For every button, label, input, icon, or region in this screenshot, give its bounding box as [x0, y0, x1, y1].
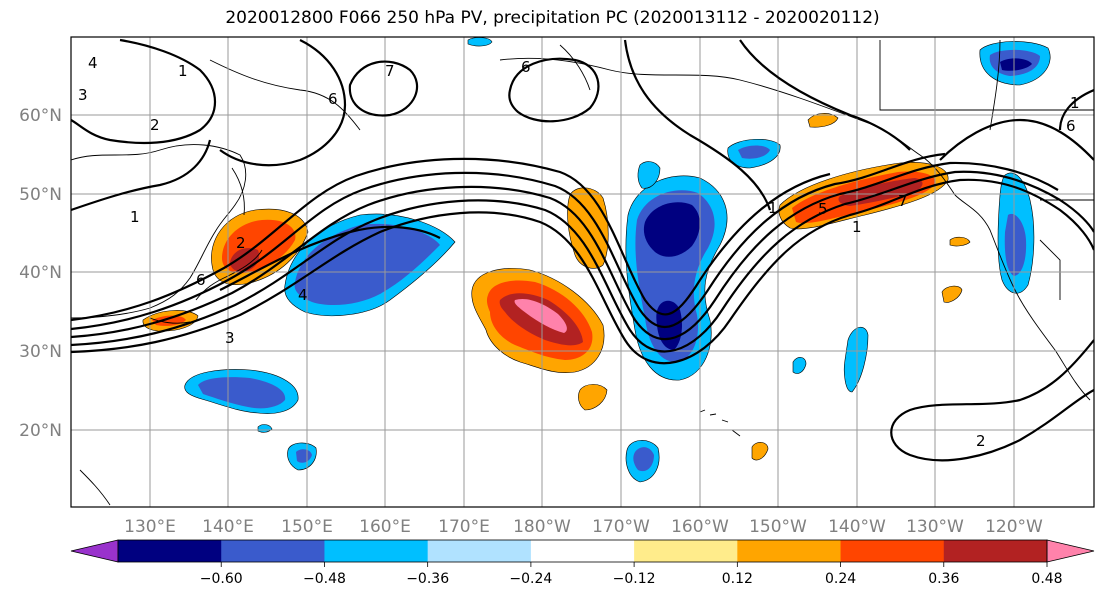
colorbar-tick-label: −0.48	[303, 571, 346, 587]
contour-label: 5	[818, 200, 828, 218]
lon-label: 140°E	[202, 517, 254, 537]
colorbar-box	[634, 540, 738, 562]
contour-label: 1	[768, 199, 778, 217]
contour-label: 7	[898, 192, 908, 210]
lat-label: 50°N	[19, 185, 62, 205]
colorbar-extend-high	[1046, 539, 1095, 563]
contour-label: 6	[521, 58, 531, 76]
longitude-labels: 130°E 140°E 150°E 160°E 170°E 180°W 170°…	[124, 517, 1043, 537]
lon-label: 130°W	[906, 517, 964, 537]
colorbar-box	[737, 540, 842, 562]
colorbar-box	[118, 540, 222, 562]
lon-label: 150°W	[749, 517, 807, 537]
lon-label: 170°E	[438, 517, 490, 537]
lon-label: 160°W	[671, 517, 729, 537]
lon-label: 140°W	[828, 517, 886, 537]
colorbar-box	[840, 540, 945, 562]
lon-label: 160°E	[359, 517, 411, 537]
contour-label: 1	[1070, 94, 1080, 112]
contour-label: 7	[385, 62, 395, 80]
contour-label: 2	[236, 234, 246, 252]
colorbar-box	[943, 540, 1048, 562]
contour-label: 6	[328, 90, 338, 108]
colorbar-box	[530, 540, 635, 562]
contour-label: 3	[78, 86, 88, 104]
contour-label: 1	[130, 208, 140, 226]
latitude-labels: 20°N 30°N 40°N 50°N 60°N	[19, 106, 62, 441]
contour-label: 6	[196, 271, 206, 289]
map-frame	[70, 36, 1095, 508]
lat-label: 30°N	[19, 342, 62, 362]
map-title: 2020012800 F066 250 hPa PV, precipitatio…	[225, 8, 880, 28]
contour-labels: 1 2 3 4 6 7 6 2 6 4 3 1 1 1 5 7 6 1 2	[78, 54, 1080, 450]
colorbar-outline	[117, 539, 1048, 563]
colorbar-tick-label: −0.36	[406, 571, 449, 587]
contour-label: 1	[178, 62, 188, 80]
contour-label: 4	[298, 286, 308, 304]
colorbar-tick-label: −0.60	[200, 571, 243, 587]
lon-label: 120°W	[985, 517, 1043, 537]
colorbar-ticks: −0.60 −0.48 −0.36 −0.24 −0.12 0.12 0.24 0.36 0.4…	[200, 562, 1063, 587]
lat-label: 20°N	[19, 421, 62, 441]
colorbar-tick-label: 0.48	[1031, 571, 1062, 587]
contour-label: 4	[88, 54, 98, 72]
contour-label: 1	[852, 218, 862, 236]
contour-label: 2	[976, 432, 986, 450]
colorbar-box	[427, 540, 532, 562]
colorbar-extend-low	[70, 539, 119, 563]
colorbar-box	[324, 540, 429, 562]
lon-label: 150°E	[281, 517, 333, 537]
contour-label: 6	[1066, 117, 1076, 135]
colorbar-tick-label: 0.24	[825, 571, 856, 587]
contour-label: 3	[225, 329, 235, 347]
pv-contours	[71, 38, 1094, 462]
colorbar-tick-label: 0.36	[928, 571, 959, 587]
colorbar-tick-label: 0.12	[722, 571, 753, 587]
contour-label: 2	[150, 116, 160, 134]
colorbar-tick-label: −0.24	[509, 571, 552, 587]
lon-label: 130°E	[124, 517, 176, 537]
lon-label: 180°W	[513, 517, 571, 537]
colorbar-tick-label: −0.12	[613, 571, 656, 587]
lat-label: 60°N	[19, 106, 62, 126]
colorbar	[70, 539, 1095, 563]
lon-label: 170°W	[592, 517, 650, 537]
colorbar-box	[221, 540, 325, 562]
lat-label: 40°N	[19, 263, 62, 283]
